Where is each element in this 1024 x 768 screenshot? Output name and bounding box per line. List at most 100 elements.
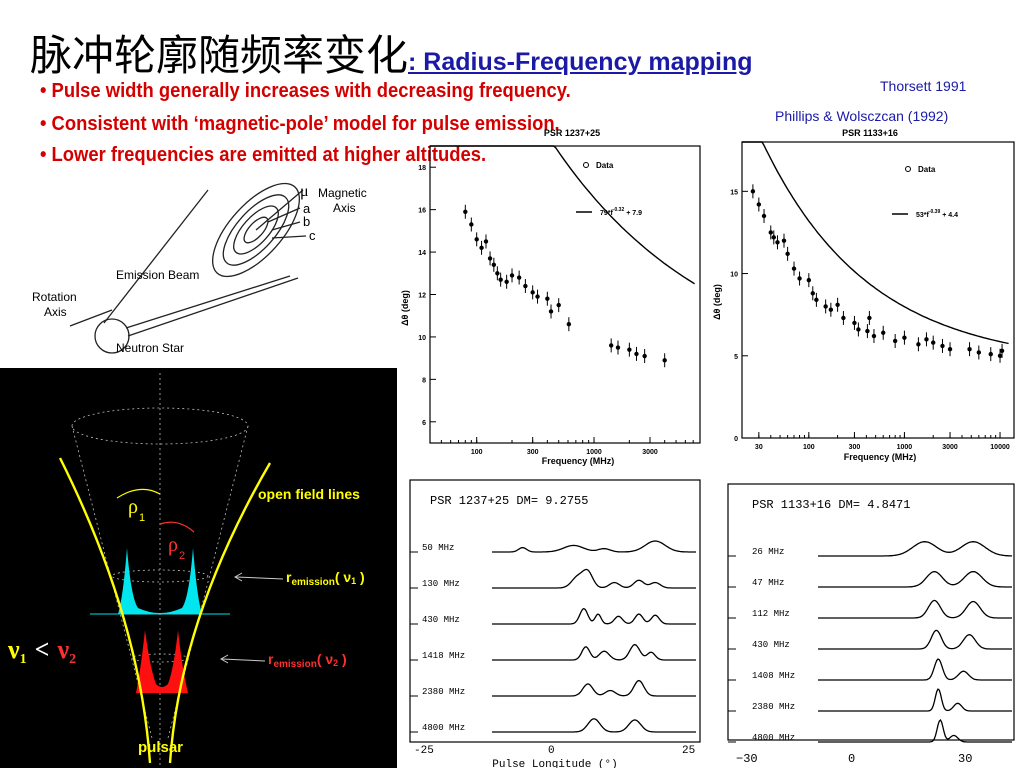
pulse-profile xyxy=(818,570,1012,588)
data-point xyxy=(662,358,667,363)
field-line-a: a xyxy=(303,201,311,216)
rho2-symbol: ρ xyxy=(168,534,178,556)
x-tick-label: 3000 xyxy=(642,449,658,456)
chart-psr-1237: PSR 1237+25 Δθ (deg) Frequency (MHz) 100… xyxy=(400,128,701,466)
data-point xyxy=(924,337,929,342)
pulse-profile xyxy=(492,540,696,553)
legend-fit-label: 79*f-0.32 + 7.9 xyxy=(600,207,642,217)
data-point xyxy=(775,240,780,245)
data-point xyxy=(916,342,921,347)
data-point xyxy=(940,343,945,349)
chart-psr-1133: PSR 1133+16 Δθ (deg) Frequency (MHz) 30 1… xyxy=(712,128,1015,462)
data-point xyxy=(867,315,872,321)
magnetic-axis-label-2: Axis xyxy=(333,201,356,215)
profile-row-label: 1408 MHz xyxy=(752,671,795,681)
data-point xyxy=(608,343,614,348)
data-point xyxy=(523,283,528,289)
pulse-profile xyxy=(492,679,696,697)
pulse-profile xyxy=(818,629,1012,650)
emission-cone-diagram: open field lines ρ 1 ρ 2 remission( ν1 )… xyxy=(0,368,397,768)
legend-data-marker xyxy=(905,166,911,172)
bullet-3: • Lower frequencies are emitted at highe… xyxy=(40,144,487,166)
cone-background xyxy=(0,368,397,768)
data-point xyxy=(947,347,953,352)
field-line-b: b xyxy=(303,214,310,229)
data-point xyxy=(548,309,554,314)
profile-row-label: 50 MHz xyxy=(422,543,454,553)
pulse-profile xyxy=(492,718,696,733)
page-title: 脉冲轮廓随频率变化: Radius-Frequency mapping xyxy=(30,22,753,83)
data-point xyxy=(881,330,886,335)
data-point xyxy=(856,327,861,332)
profile-row-label: 47 MHz xyxy=(752,578,784,588)
data-point xyxy=(828,307,834,312)
pulsar-label: pulsar xyxy=(138,739,183,756)
x-tick-label: 300 xyxy=(527,449,539,456)
pulse-profile xyxy=(818,658,1012,681)
pulse-profile xyxy=(818,718,1012,743)
data-point xyxy=(806,277,812,283)
plot-frame xyxy=(741,141,1015,439)
x-tick-label: 300 xyxy=(849,444,861,451)
y-tick-label: 14 xyxy=(418,250,426,257)
y-axis-label: Δθ (deg) xyxy=(712,284,722,320)
profiles-psr-1133: PSR 1133+16 DM= 4.8471 26 MHz 47 MHz 112 M… xyxy=(727,483,1015,766)
data-point xyxy=(495,271,500,276)
data-point xyxy=(509,273,515,278)
fit-curve xyxy=(430,145,695,285)
x-tick-label: 30 xyxy=(958,752,972,766)
y-tick-label: 5 xyxy=(734,354,738,361)
x-tick-label: 100 xyxy=(803,444,815,451)
profile-header: PSR 1133+16 DM= 4.8471 xyxy=(752,498,910,512)
data-point xyxy=(997,353,1003,358)
profile-row-label: 430 MHz xyxy=(752,640,790,650)
emission-beam-label: Emission Beam xyxy=(116,268,199,282)
fit-curve xyxy=(742,141,1009,345)
data-point xyxy=(516,275,522,280)
y-tick-label: 0 xyxy=(734,436,738,443)
rho1-symbol: ρ xyxy=(128,496,138,518)
y-tick-label: 18 xyxy=(418,165,426,172)
data-point xyxy=(474,237,479,242)
profile-header: PSR 1237+25 DM= 9.2755 xyxy=(430,494,588,508)
neutron-star-label: Neutron Star xyxy=(116,341,184,355)
legend-data-label: Data xyxy=(596,161,614,170)
data-point xyxy=(483,239,489,244)
x-tick-label: 25 xyxy=(682,745,695,757)
profile-row-label: 1418 MHz xyxy=(422,651,465,661)
data-point xyxy=(976,350,982,355)
x-tick-label: 0 xyxy=(548,745,555,757)
y-tick-label: 15 xyxy=(730,189,738,196)
title-english: : Radius-Frequency mapping xyxy=(408,48,753,76)
y-tick-label: 12 xyxy=(418,293,426,300)
emission-beam-schematic: μ Magnetic Axis a b c Emission Beam Rota… xyxy=(32,182,367,355)
pulse-profile xyxy=(492,568,696,589)
x-axis-label: Frequency (MHz) xyxy=(844,452,917,462)
open-field-line-right xyxy=(168,462,272,764)
data-point xyxy=(530,290,535,295)
pulse-profile xyxy=(492,607,696,625)
profile-row-label: 130 MHz xyxy=(422,579,460,589)
data-point xyxy=(545,296,550,301)
profiles-psr-1237: PSR 1237+25 DM= 9.2755 50 MHz 130 MHz 430 … xyxy=(409,479,701,768)
pulse-profile xyxy=(818,688,1012,712)
pulse-profile xyxy=(492,643,696,661)
x-tick-label: −30 xyxy=(736,752,758,766)
data-point xyxy=(761,213,767,219)
profile-row-label: 2380 MHz xyxy=(422,687,465,697)
data-point xyxy=(931,340,936,345)
data-point xyxy=(498,277,503,282)
data-point xyxy=(892,338,898,344)
bullet-1: • Pulse width generally increases with d… xyxy=(40,80,571,102)
chart-title: PSR 1133+16 xyxy=(842,128,898,138)
y-axis-label: Δθ (deg) xyxy=(400,290,410,326)
rotation-axis-label-2: Axis xyxy=(44,305,67,319)
plot-frame xyxy=(429,145,701,444)
data-point xyxy=(871,333,877,339)
legend-data-label: Data xyxy=(918,165,936,174)
data-point xyxy=(627,347,632,352)
x-axis-label: Pulse Longitude (°) xyxy=(492,759,617,768)
data-point xyxy=(768,230,773,235)
profile-row-label: 112 MHz xyxy=(752,609,790,619)
data-point xyxy=(902,335,907,340)
